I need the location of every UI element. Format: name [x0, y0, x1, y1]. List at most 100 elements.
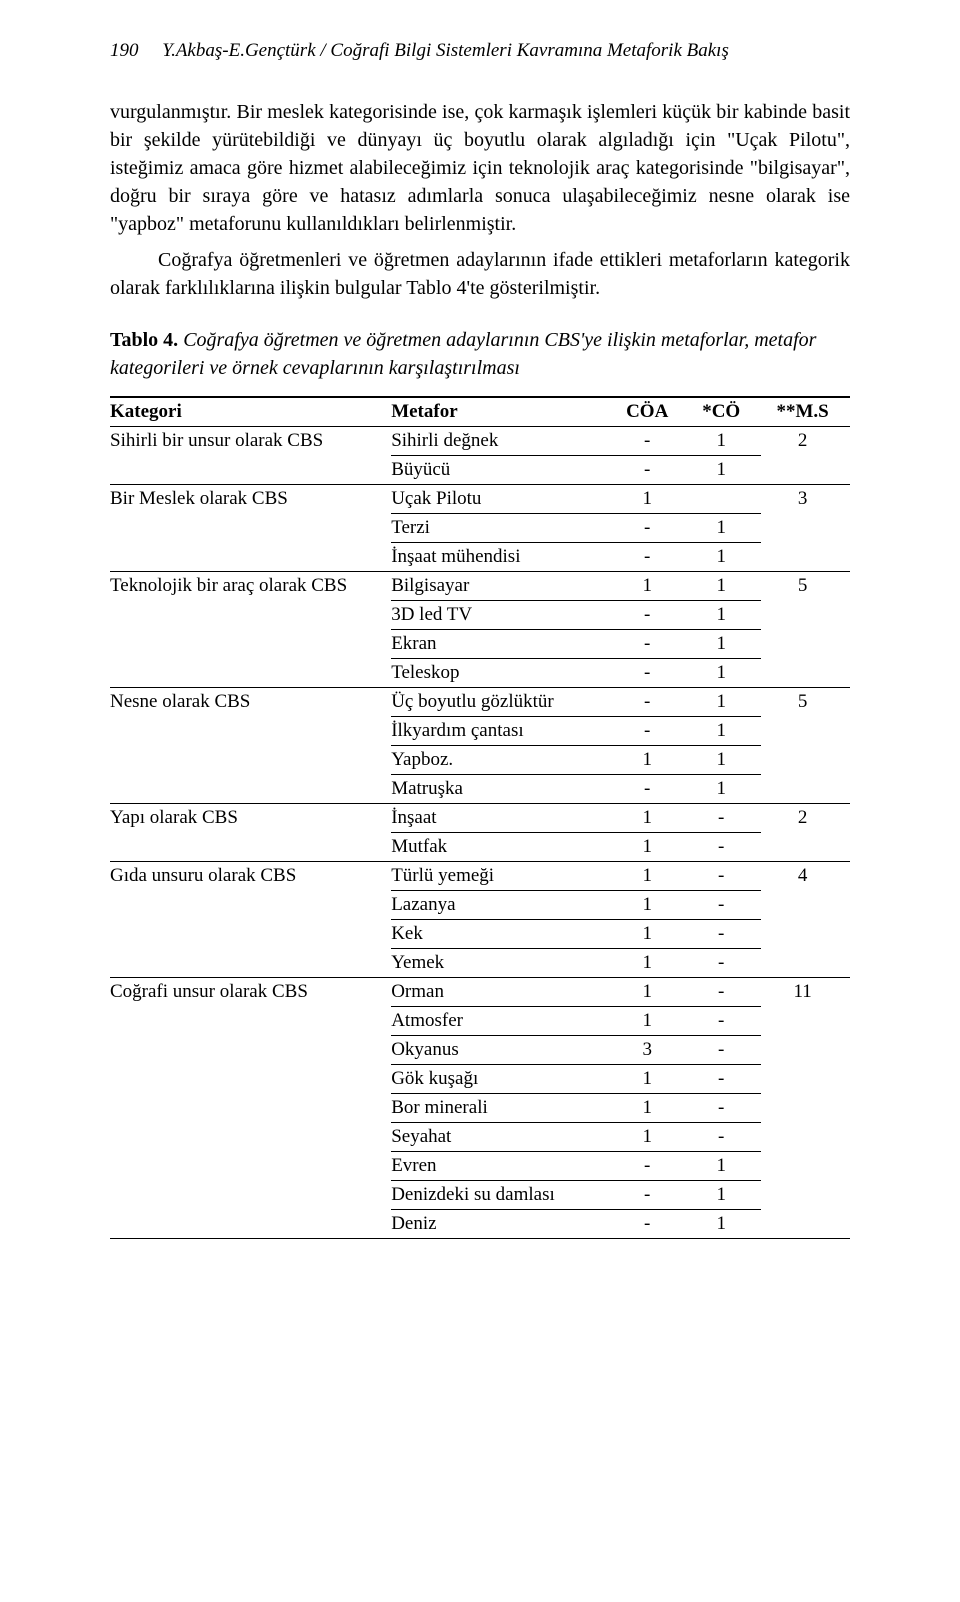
coa-cell: -: [613, 456, 687, 485]
ms-cell: 5: [761, 572, 850, 688]
metafor-cell: 3D led TV: [391, 601, 613, 630]
co-cell: 1: [687, 1152, 761, 1181]
paragraph-1: vurgulanmıştır. Bir meslek kategorisinde…: [110, 98, 850, 238]
coa-cell: 1: [613, 485, 687, 514]
table-header-row: Kategori Metafor CÖA *CÖ **M.S: [110, 397, 850, 427]
coa-cell: -: [613, 717, 687, 746]
metafor-cell: Lazanya: [391, 891, 613, 920]
coa-cell: -: [613, 601, 687, 630]
co-cell: -: [687, 1065, 761, 1094]
table-caption-text: Coğrafya öğretmen ve öğretmen adaylarını…: [110, 329, 816, 379]
co-cell: 1: [687, 1181, 761, 1210]
ms-cell: 3: [761, 485, 850, 572]
metafor-cell: Uçak Pilotu: [391, 485, 613, 514]
metafor-cell: Teleskop: [391, 659, 613, 688]
col-header-kategori: Kategori: [110, 397, 391, 427]
table-row: Coğrafi unsur olarak CBSOrman1-11: [110, 978, 850, 1007]
table-row: Yapı olarak CBSİnşaat1-2: [110, 804, 850, 833]
table-caption: Tablo 4. Coğrafya öğretmen ve öğretmen a…: [110, 326, 850, 382]
metaphor-table: Kategori Metafor CÖA *CÖ **M.S Sihirli b…: [110, 396, 850, 1239]
col-header-metafor: Metafor: [391, 397, 613, 427]
co-cell: 1: [687, 717, 761, 746]
coa-cell: 1: [613, 949, 687, 978]
metafor-cell: İlkyardım çantası: [391, 717, 613, 746]
coa-cell: -: [613, 543, 687, 572]
co-cell: 1: [687, 514, 761, 543]
ms-cell: 2: [761, 427, 850, 485]
metafor-cell: Bor minerali: [391, 1094, 613, 1123]
col-header-co: *CÖ: [687, 397, 761, 427]
category-cell: Yapı olarak CBS: [110, 804, 391, 862]
coa-cell: -: [613, 1210, 687, 1239]
coa-cell: -: [613, 688, 687, 717]
co-cell: 1: [687, 601, 761, 630]
co-cell: [687, 485, 761, 514]
metafor-cell: Ekran: [391, 630, 613, 659]
co-cell: 1: [687, 543, 761, 572]
metafor-cell: Deniz: [391, 1210, 613, 1239]
co-cell: -: [687, 978, 761, 1007]
ms-cell: 11: [761, 978, 850, 1239]
table-row: Sihirli bir unsur olarak CBSSihirli değn…: [110, 427, 850, 456]
co-cell: -: [687, 1094, 761, 1123]
co-cell: 1: [687, 688, 761, 717]
co-cell: 1: [687, 1210, 761, 1239]
table-row: Nesne olarak CBSÜç boyutlu gözlüktür-15: [110, 688, 850, 717]
metafor-cell: Atmosfer: [391, 1007, 613, 1036]
category-cell: Sihirli bir unsur olarak CBS: [110, 427, 391, 485]
metafor-cell: Seyahat: [391, 1123, 613, 1152]
category-cell: Gıda unsuru olarak CBS: [110, 862, 391, 978]
table-label: Tablo 4.: [110, 329, 178, 351]
page-number: 190: [110, 40, 139, 61]
coa-cell: -: [613, 514, 687, 543]
co-cell: 1: [687, 572, 761, 601]
col-header-coa: CÖA: [613, 397, 687, 427]
coa-cell: -: [613, 630, 687, 659]
metafor-cell: Büyücü: [391, 456, 613, 485]
metafor-cell: Matruşka: [391, 775, 613, 804]
coa-cell: 1: [613, 1123, 687, 1152]
metafor-cell: Bilgisayar: [391, 572, 613, 601]
metafor-cell: Mutfak: [391, 833, 613, 862]
ms-cell: 2: [761, 804, 850, 862]
metafor-cell: İnşaat mühendisi: [391, 543, 613, 572]
running-header: 190 Y.Akbaş-E.Gençtürk / Coğrafi Bilgi S…: [110, 40, 850, 62]
co-cell: -: [687, 920, 761, 949]
metafor-cell: Yemek: [391, 949, 613, 978]
coa-cell: 1: [613, 804, 687, 833]
metafor-cell: Sihirli değnek: [391, 427, 613, 456]
coa-cell: -: [613, 427, 687, 456]
paragraph-2: Coğrafya öğretmenleri ve öğretmen adayla…: [110, 246, 850, 302]
co-cell: 1: [687, 630, 761, 659]
co-cell: -: [687, 1123, 761, 1152]
category-cell: Nesne olarak CBS: [110, 688, 391, 804]
co-cell: 1: [687, 456, 761, 485]
co-cell: -: [687, 833, 761, 862]
table-row: Teknolojik bir araç olarak CBSBilgisayar…: [110, 572, 850, 601]
co-cell: 1: [687, 746, 761, 775]
metafor-cell: Okyanus: [391, 1036, 613, 1065]
category-cell: Coğrafi unsur olarak CBS: [110, 978, 391, 1239]
coa-cell: 1: [613, 862, 687, 891]
co-cell: -: [687, 891, 761, 920]
metafor-cell: Türlü yemeği: [391, 862, 613, 891]
coa-cell: 1: [613, 746, 687, 775]
col-header-ms: **M.S: [761, 397, 850, 427]
coa-cell: 1: [613, 833, 687, 862]
coa-cell: 1: [613, 572, 687, 601]
co-cell: -: [687, 1036, 761, 1065]
coa-cell: -: [613, 775, 687, 804]
metafor-cell: Üç boyutlu gözlüktür: [391, 688, 613, 717]
ms-cell: 5: [761, 688, 850, 804]
coa-cell: 1: [613, 1065, 687, 1094]
coa-cell: 1: [613, 1094, 687, 1123]
coa-cell: 1: [613, 920, 687, 949]
coa-cell: -: [613, 659, 687, 688]
category-cell: Teknolojik bir araç olarak CBS: [110, 572, 391, 688]
metafor-cell: Evren: [391, 1152, 613, 1181]
co-cell: -: [687, 1007, 761, 1036]
metafor-cell: Kek: [391, 920, 613, 949]
metafor-cell: Yapboz.: [391, 746, 613, 775]
ms-cell: 4: [761, 862, 850, 978]
coa-cell: 1: [613, 891, 687, 920]
